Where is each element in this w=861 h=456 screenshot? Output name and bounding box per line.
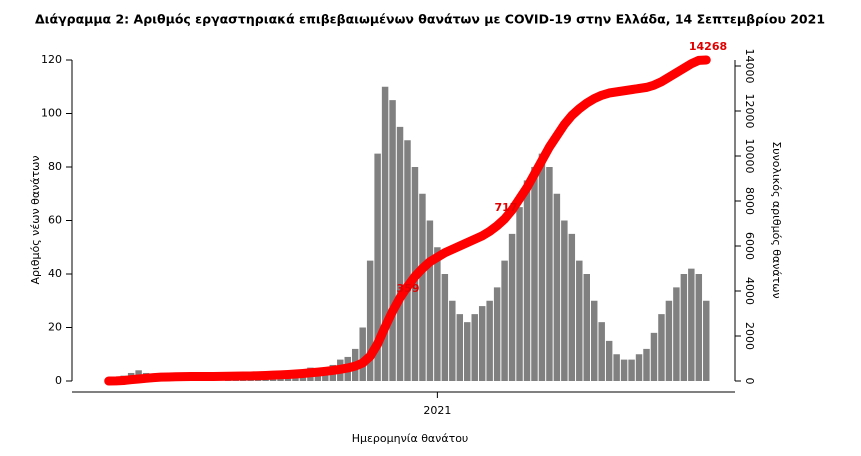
cumulative-line: [104, 55, 711, 386]
bar: [478, 306, 486, 381]
bar: [434, 247, 441, 381]
bar: [576, 260, 583, 381]
bar: [419, 193, 426, 381]
bar: [583, 274, 590, 381]
bar: [620, 359, 628, 381]
bar: [523, 180, 531, 381]
bar: [613, 354, 620, 381]
bar: [449, 300, 456, 381]
bar: [381, 86, 389, 381]
x-axis-title: Ημερομηνία θανάτου: [352, 432, 469, 445]
bar: [598, 322, 605, 381]
bar: [404, 140, 411, 381]
bar: [680, 274, 688, 381]
bar: [374, 153, 381, 381]
annotation: 14268: [689, 40, 727, 53]
bar: [426, 220, 434, 381]
bar: [366, 260, 374, 381]
bar: [568, 233, 576, 381]
bar: [389, 100, 396, 381]
y2-tick-label: 0: [743, 378, 756, 385]
bar: [628, 359, 635, 381]
y2-tick-label: 6000: [743, 232, 756, 260]
bar: [501, 260, 508, 381]
bar: [650, 332, 658, 381]
bar: [658, 314, 665, 381]
bar: [486, 300, 493, 381]
bar: [590, 300, 598, 381]
bar: [546, 167, 553, 381]
bar: [531, 167, 538, 381]
bar: [553, 193, 561, 381]
bar: [561, 220, 568, 381]
bar: [635, 354, 643, 381]
bar: [538, 153, 546, 381]
bar: [695, 274, 703, 381]
x-tick-label: 2021: [423, 404, 451, 417]
y-tick-label: 100: [41, 107, 62, 120]
bar: [396, 126, 404, 381]
y2-tick-label: 4000: [743, 277, 756, 305]
y-axis-title: Αριθμός νέων θανάτων: [29, 156, 42, 285]
annotation: 359: [397, 282, 420, 295]
annotation: 717: [495, 201, 518, 214]
y2-tick-label: 2000: [743, 322, 756, 350]
y-tick-label: 80: [48, 160, 62, 173]
bar: [643, 348, 650, 381]
y2-tick-label: 8000: [743, 187, 756, 215]
y-tick-label: 40: [48, 267, 62, 280]
y2-tick-label: 10000: [743, 139, 756, 174]
bar: [508, 233, 516, 381]
y2-tick-label: 12000: [743, 94, 756, 129]
bar: [688, 268, 695, 381]
bar: [665, 300, 673, 381]
bar: [493, 287, 501, 381]
bar: [703, 300, 710, 381]
bar: [471, 314, 478, 381]
y2-tick-label: 14000: [743, 49, 756, 84]
y-tick-label: 20: [48, 321, 62, 334]
bar: [359, 327, 366, 381]
y-tick-label: 120: [41, 53, 62, 66]
y-tick-label: 60: [48, 214, 62, 227]
bar: [673, 287, 680, 381]
bar: [516, 207, 523, 381]
y-tick-label: 0: [55, 374, 62, 387]
bar: [464, 322, 471, 381]
chart-title: Διάγραμμα 2: Αριθμός εργαστηριακά επιβεβ…: [35, 12, 825, 27]
bar: [441, 274, 449, 381]
y2-axis-title: Συνολικός αριθμός θανάτων: [770, 141, 783, 298]
bar: [605, 340, 613, 381]
bar: [456, 314, 464, 381]
